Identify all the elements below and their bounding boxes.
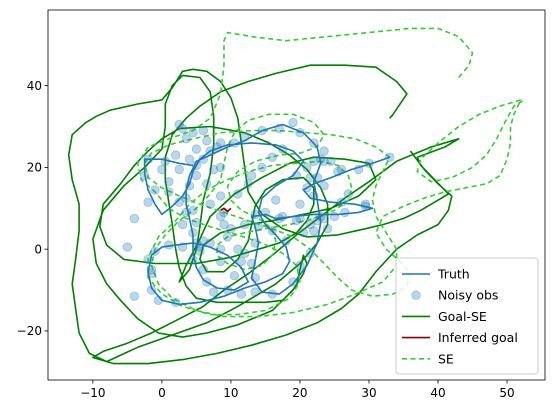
x-tick-label: 30 <box>361 386 376 400</box>
noisy-obs-point <box>164 187 174 197</box>
noisy-obs-point <box>319 146 329 156</box>
legend-label-se: SE <box>438 351 454 366</box>
noisy-obs-point <box>215 162 226 173</box>
noisy-obs-point <box>191 217 202 228</box>
noisy-obs-point <box>305 172 316 183</box>
noisy-obs-point <box>343 189 354 199</box>
noisy-obs-point <box>309 226 319 236</box>
y-tick-label: −20 <box>17 324 42 338</box>
noisy-obs-point <box>229 271 240 281</box>
noisy-obs-point <box>219 219 229 230</box>
legend-label-goal-se: Goal-SE <box>438 309 487 324</box>
noisy-obs-point <box>326 156 336 167</box>
noisy-obs-point <box>305 219 316 230</box>
y-tick-label: 40 <box>27 79 42 93</box>
se-line <box>136 27 525 318</box>
noisy-obs-point <box>288 117 298 128</box>
noisy-obs-point <box>129 213 140 224</box>
truth-line <box>143 123 390 306</box>
noisy-obs-point <box>184 154 195 164</box>
noisy-obs-point <box>257 162 267 173</box>
noisy-obs-point <box>181 134 191 144</box>
noisy-obs-point <box>298 228 309 238</box>
noisy-obs-point <box>177 123 188 134</box>
noisy-obs-point <box>143 197 153 207</box>
noisy-obs-point <box>239 219 250 230</box>
noisy-obs-point <box>236 256 247 267</box>
x-tick-label: 20 <box>292 386 307 400</box>
y-tick-label: 0 <box>34 242 42 256</box>
noisy-obs-point <box>208 164 219 175</box>
noisy-obs-point <box>329 211 340 222</box>
noisy-obs-point <box>271 195 281 205</box>
noisy-obs-point <box>302 162 312 173</box>
noisy-obs-point <box>122 242 133 252</box>
legend-box <box>395 257 539 375</box>
plot-area <box>67 27 525 365</box>
noisy-obs-point <box>164 176 174 187</box>
noisy-obs-point <box>157 164 167 175</box>
noisy-obs-point <box>319 181 329 191</box>
noisy-obs-point <box>233 189 243 199</box>
noisy-obs-point <box>177 219 188 230</box>
x-tick-label: −10 <box>80 386 105 400</box>
noisy-obs-point <box>267 152 278 162</box>
noisy-obs-point <box>174 119 184 130</box>
noisy-obs-point <box>226 223 236 234</box>
x-tick-label: 40 <box>430 386 445 400</box>
y-tick-label: 20 <box>27 161 42 175</box>
x-tick-label: 50 <box>499 386 514 400</box>
noisy-obs-point <box>150 185 160 195</box>
noisy-obs-point <box>246 170 257 181</box>
noisy-obs-point <box>174 197 184 207</box>
noisy-obs-point <box>340 207 350 218</box>
noisy-obs-point <box>239 248 250 259</box>
noisy-obs-series <box>122 117 395 308</box>
noisy-obs-point <box>295 199 305 209</box>
x-tick-label: 0 <box>158 386 166 400</box>
noisy-obs-point <box>208 287 219 297</box>
noisy-obs-point <box>215 256 226 267</box>
noisy-obs-point <box>129 291 140 301</box>
legend-label-noisy: Noisy obs <box>438 288 498 303</box>
noisy-obs-point <box>195 246 205 256</box>
noisy-obs-point <box>198 125 209 136</box>
legend-label-truth: Truth <box>437 267 470 282</box>
noisy-obs-point <box>250 287 260 297</box>
noisy-obs-point <box>198 264 209 275</box>
noisy-obs-point <box>202 136 212 146</box>
legend-label-inferred: Inferred goal <box>438 330 518 345</box>
noisy-obs-point <box>215 211 226 222</box>
noisy-obs-point <box>322 223 333 234</box>
noisy-obs-point <box>191 144 202 154</box>
noisy-obs-point <box>174 164 184 175</box>
noisy-obs-point <box>205 199 215 209</box>
goal-se-line <box>67 64 460 365</box>
noisy-obs-point <box>309 156 319 167</box>
noisy-obs-point <box>215 191 226 201</box>
noisy-obs-point <box>222 232 233 242</box>
noisy-obs-point <box>233 244 243 254</box>
legend-swatch-noisy <box>411 290 421 300</box>
noisy-obs-point <box>202 179 212 189</box>
axes-frame <box>47 9 546 381</box>
inferred-line <box>220 207 232 213</box>
legend: Truth Noisy obs Goal-SE Inferred goal SE <box>395 257 539 375</box>
noisy-obs-point <box>188 205 198 216</box>
axes: −10 0 10 20 30 40 50 −20 0 20 40 <box>17 9 546 400</box>
noisy-obs-point <box>188 127 198 138</box>
noisy-obs-point <box>170 150 181 160</box>
x-tick-label: 10 <box>223 386 238 400</box>
noisy-obs-point <box>243 179 253 189</box>
noisy-obs-point <box>291 215 302 226</box>
noisy-obs-point <box>295 260 305 271</box>
